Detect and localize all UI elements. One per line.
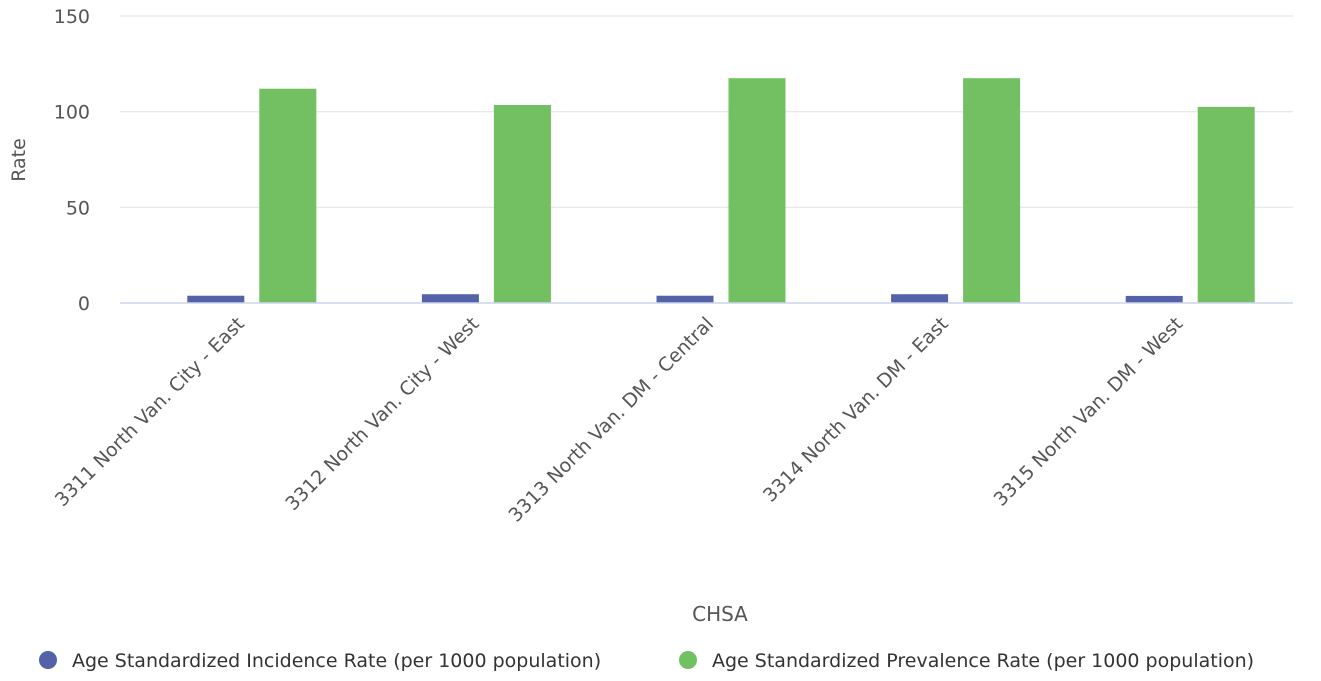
legend-marker [39, 651, 57, 669]
legend-item[interactable]: Age Standardized Incidence Rate (per 100… [39, 650, 601, 672]
bar-prevalence-1[interactable] [259, 88, 317, 303]
legend-label: Age Standardized Prevalence Rate (per 10… [712, 650, 1254, 672]
y-tick-label: 150 [54, 6, 90, 28]
bar-incidence-4[interactable] [891, 294, 949, 303]
bar-incidence-3[interactable] [656, 295, 714, 303]
y-tick-label: 0 [78, 293, 90, 315]
bars [187, 78, 1255, 303]
bar-prevalence-5[interactable] [1197, 106, 1255, 303]
y-tick-label: 100 [54, 102, 90, 124]
y-axis-ticks: 0 50 100 150 [54, 6, 90, 315]
bar-incidence-1[interactable] [187, 295, 245, 303]
legend-item[interactable]: Age Standardized Prevalence Rate (per 10… [679, 650, 1254, 672]
y-axis-title: Rate [8, 138, 30, 182]
legend-marker [679, 651, 697, 669]
x-axis-title: CHSA [692, 602, 748, 626]
x-tick-label: 3313 North Van. DM - Central [504, 313, 718, 527]
x-axis-ticks: 3311 North Van. City - East 3312 North Va… [51, 313, 1187, 527]
legend-label: Age Standardized Incidence Rate (per 100… [72, 650, 601, 672]
legend: Age Standardized Incidence Rate (per 100… [39, 650, 1254, 672]
bar-incidence-2[interactable] [421, 294, 479, 303]
y-tick-label: 50 [66, 197, 90, 219]
x-tick-label: 3314 North Van. DM - East [759, 313, 953, 507]
x-tick-label: 3311 North Van. City - East [51, 313, 249, 511]
x-tick-label: 3312 North Van. City - West [281, 313, 483, 515]
bar-prevalence-4[interactable] [963, 78, 1021, 303]
bar-prevalence-2[interactable] [493, 104, 551, 303]
bar-prevalence-3[interactable] [728, 78, 786, 303]
x-tick-label: 3315 North Van. DM - West [990, 313, 1188, 511]
bar-incidence-5[interactable] [1125, 295, 1183, 303]
